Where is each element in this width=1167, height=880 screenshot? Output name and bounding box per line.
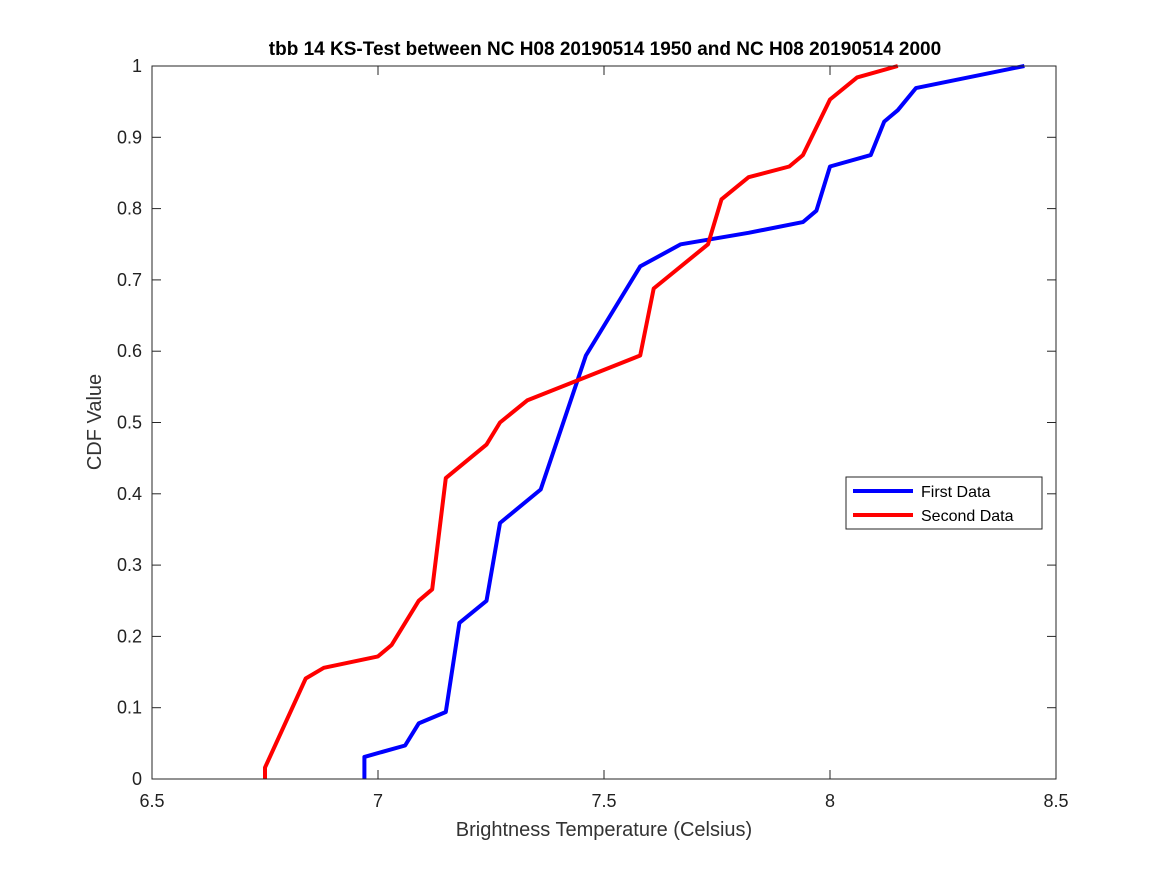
chart-title: tbb 14 KS-Test between NC H08 20190514 1… xyxy=(269,39,941,60)
y-tick-label: 0.1 xyxy=(117,698,142,718)
plot-area xyxy=(152,66,1056,779)
legend-label-first-data: First Data xyxy=(921,484,990,501)
x-tick-label: 6.5 xyxy=(139,791,164,811)
y-tick-label: 0.8 xyxy=(117,199,142,219)
x-axis-ticks: 6.5 7 7.5 8 8.5 xyxy=(139,66,1069,811)
y-tick-label: 0 xyxy=(132,769,142,789)
y-tick-label: 0.7 xyxy=(117,270,142,290)
series-line-second-data xyxy=(263,64,899,779)
x-tick-label: 8.5 xyxy=(1043,791,1068,811)
y-tick-label: 0.4 xyxy=(117,484,142,504)
x-tick-label: 7.5 xyxy=(591,791,616,811)
x-axis-label: Brightness Temperature (Celsius) xyxy=(456,819,752,841)
y-tick-label: 0.9 xyxy=(117,127,142,147)
y-tick-label: 1 xyxy=(132,56,142,76)
y-tick-label: 0.5 xyxy=(117,413,142,433)
x-tick-label: 8 xyxy=(825,791,835,811)
x-tick-label: 7 xyxy=(373,791,383,811)
y-axis-label: CDF Value xyxy=(84,374,106,470)
y-tick-label: 0.2 xyxy=(117,626,142,646)
legend: First Data Second Data xyxy=(845,476,1043,530)
series-layer xyxy=(263,64,1025,779)
y-tick-label: 0.3 xyxy=(117,555,142,575)
series-line-first-data xyxy=(362,64,1025,779)
legend-box xyxy=(845,476,1043,530)
y-tick-label: 0.6 xyxy=(117,341,142,361)
legend-label-second-data: Second Data xyxy=(921,508,1014,525)
y-axis-ticks: 0 0.1 0.2 0.3 0.4 0.5 0.6 0.7 0.8 0.9 1 xyxy=(117,56,1056,789)
